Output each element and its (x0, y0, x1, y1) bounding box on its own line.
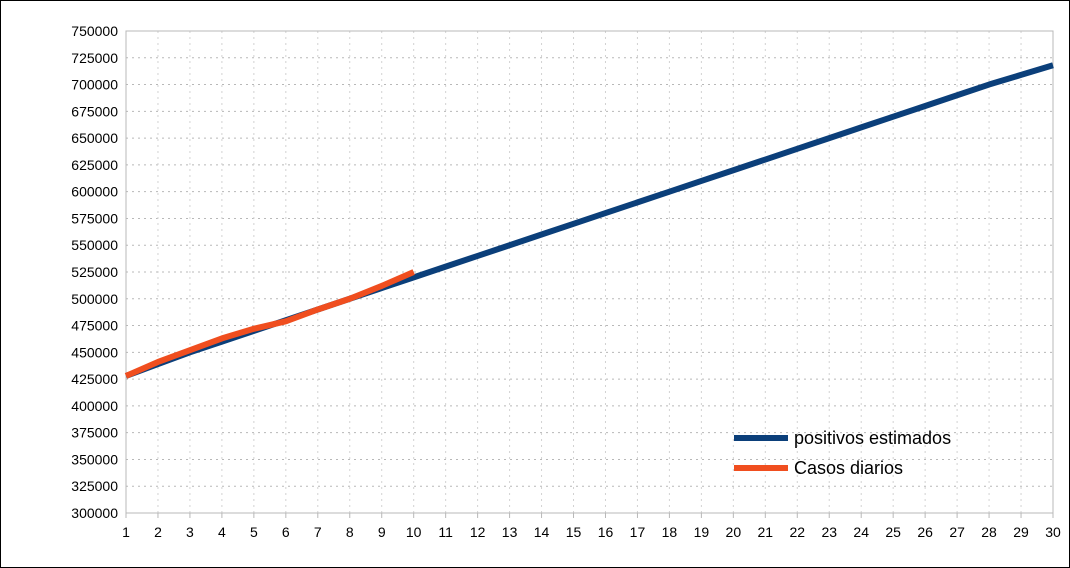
y-axis-ticks: 300000 325000 350000 375000 400000 425000 4500… (71, 23, 118, 521)
y-tick-label: 700000 (71, 77, 118, 93)
x-tick-label: 10 (406, 524, 422, 540)
x-tick-label: 15 (566, 524, 582, 540)
x-tick-label: 1 (122, 524, 130, 540)
x-tick-label: 5 (250, 524, 258, 540)
y-tick-label: 525000 (71, 264, 118, 280)
y-tick-label: 375000 (71, 425, 118, 441)
y-tick-label: 425000 (71, 371, 118, 387)
y-tick-label: 300000 (71, 505, 118, 521)
x-tick-label: 23 (821, 524, 837, 540)
y-tick-label: 450000 (71, 344, 118, 360)
x-tick-label: 20 (726, 524, 742, 540)
x-tick-label: 12 (470, 524, 486, 540)
x-tick-label: 8 (346, 524, 354, 540)
x-tick-label: 11 (438, 524, 453, 540)
x-tick-label: 13 (502, 524, 518, 540)
x-tick-label: 3 (186, 524, 194, 540)
y-tick-label: 350000 (71, 451, 118, 467)
x-tick-label: 2 (154, 524, 162, 540)
y-tick-label: 500000 (71, 291, 118, 307)
x-tick-label: 25 (885, 524, 901, 540)
x-axis-ticks: 1 2 3 4 5 6 7 8 9 10 11 12 13 14 15 16 17 18 19 20 21 22 23 24 2… (122, 513, 1061, 540)
x-tick-label: 22 (789, 524, 805, 540)
x-tick-label: 27 (949, 524, 965, 540)
x-tick-label: 14 (534, 524, 550, 540)
x-tick-label: 24 (853, 524, 869, 540)
axes (125, 30, 1054, 514)
x-tick-label: 9 (378, 524, 386, 540)
y-tick-label: 625000 (71, 157, 118, 173)
series-lines (124, 62, 1054, 379)
x-tick-label: 21 (758, 524, 774, 540)
x-tick-label: 26 (917, 524, 933, 540)
y-tick-label: 750000 (71, 23, 118, 39)
x-tick-label: 4 (218, 524, 226, 540)
y-tick-label: 475000 (71, 318, 118, 334)
series-line-2 (124, 269, 415, 379)
x-tick-label: 29 (1013, 524, 1029, 540)
legend: positivos estimados Casos diarios (734, 428, 951, 478)
x-tick-label: 17 (630, 524, 646, 540)
y-tick-label: 325000 (71, 478, 118, 494)
y-tick-label: 575000 (71, 210, 118, 226)
x-tick-label: 28 (981, 524, 997, 540)
x-tick-label: 18 (662, 524, 678, 540)
y-tick-label: 650000 (71, 130, 118, 146)
series-line-1 (124, 62, 1054, 379)
x-tick-label: 6 (282, 524, 290, 540)
x-tick-label: 19 (694, 524, 710, 540)
x-tick-label: 16 (598, 524, 614, 540)
y-tick-label: 400000 (71, 398, 118, 414)
y-tick-label: 550000 (71, 237, 118, 253)
legend-label: positivos estimados (794, 428, 951, 448)
plot-area-border (125, 30, 1054, 514)
grid-lines (125, 30, 1054, 514)
y-tick-label: 725000 (71, 50, 118, 66)
x-tick-label: 30 (1045, 524, 1061, 540)
y-tick-label: 675000 (71, 103, 118, 119)
y-tick-label: 600000 (71, 184, 118, 200)
legend-label: Casos diarios (794, 458, 903, 478)
x-tick-label: 7 (314, 524, 322, 540)
